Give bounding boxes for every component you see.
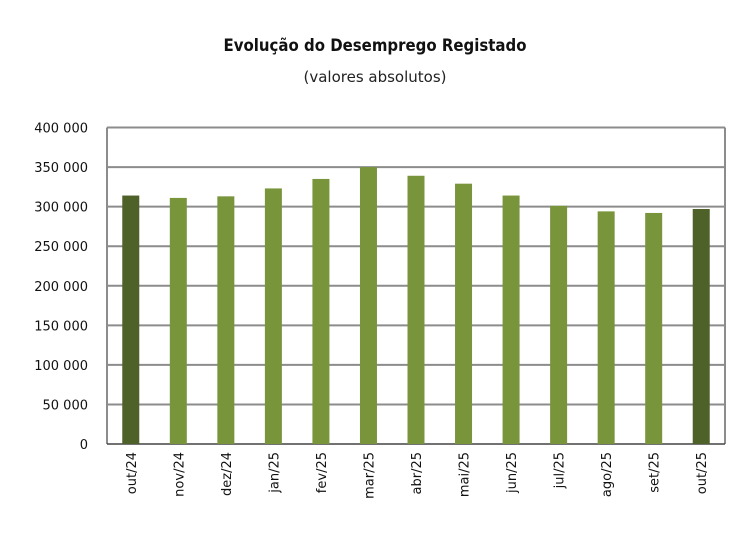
- bar-jul-25: [550, 205, 568, 444]
- x-tick-label: mar/25: [362, 452, 377, 499]
- bar-jan-25: [264, 188, 282, 444]
- x-tick-label: jan/25: [267, 452, 282, 494]
- chart-title: Evolução do Desemprego Registado: [223, 36, 527, 56]
- x-tick-label: out/25: [695, 452, 710, 494]
- y-tick-label: 150 000: [34, 319, 88, 334]
- bar-abr-25: [407, 175, 425, 445]
- bar-ago-25: [597, 211, 615, 444]
- bar-mar-25: [359, 167, 377, 444]
- bar-mai-25: [455, 183, 473, 444]
- bar-jun-25: [502, 195, 520, 444]
- bar-out-24: [122, 195, 140, 444]
- y-tick-label: 400 000: [34, 122, 88, 137]
- x-tick-label: out/24: [125, 452, 140, 494]
- x-tick-label: set/25: [648, 452, 663, 493]
- chart-subtitle: (valores absolutos): [303, 68, 447, 86]
- y-tick-label: 0: [80, 438, 88, 453]
- x-tick-label: ago/25: [600, 452, 615, 497]
- y-tick-label: 100 000: [34, 359, 88, 374]
- x-tick-label: mai/25: [458, 452, 473, 497]
- bar-fev-25: [312, 178, 330, 444]
- y-tick-label: 50 000: [43, 398, 89, 413]
- x-tick-label: dez/24: [220, 452, 235, 496]
- x-tick-label: fev/25: [315, 452, 330, 493]
- bar-out-25: [692, 208, 710, 444]
- y-tick-label: 300 000: [34, 201, 88, 216]
- bar-set-25: [645, 212, 663, 444]
- y-tick-label: 350 000: [34, 161, 88, 176]
- x-tick-label: abr/25: [410, 452, 425, 495]
- x-tick-label: nov/24: [172, 452, 187, 497]
- y-tick-label: 250 000: [34, 240, 88, 255]
- x-tick-label: jun/25: [505, 452, 520, 494]
- bar-nov-24: [169, 197, 187, 444]
- bar-dez-24: [217, 196, 235, 444]
- y-tick-label: 200 000: [34, 280, 88, 295]
- x-tick-label: jul/25: [553, 452, 568, 489]
